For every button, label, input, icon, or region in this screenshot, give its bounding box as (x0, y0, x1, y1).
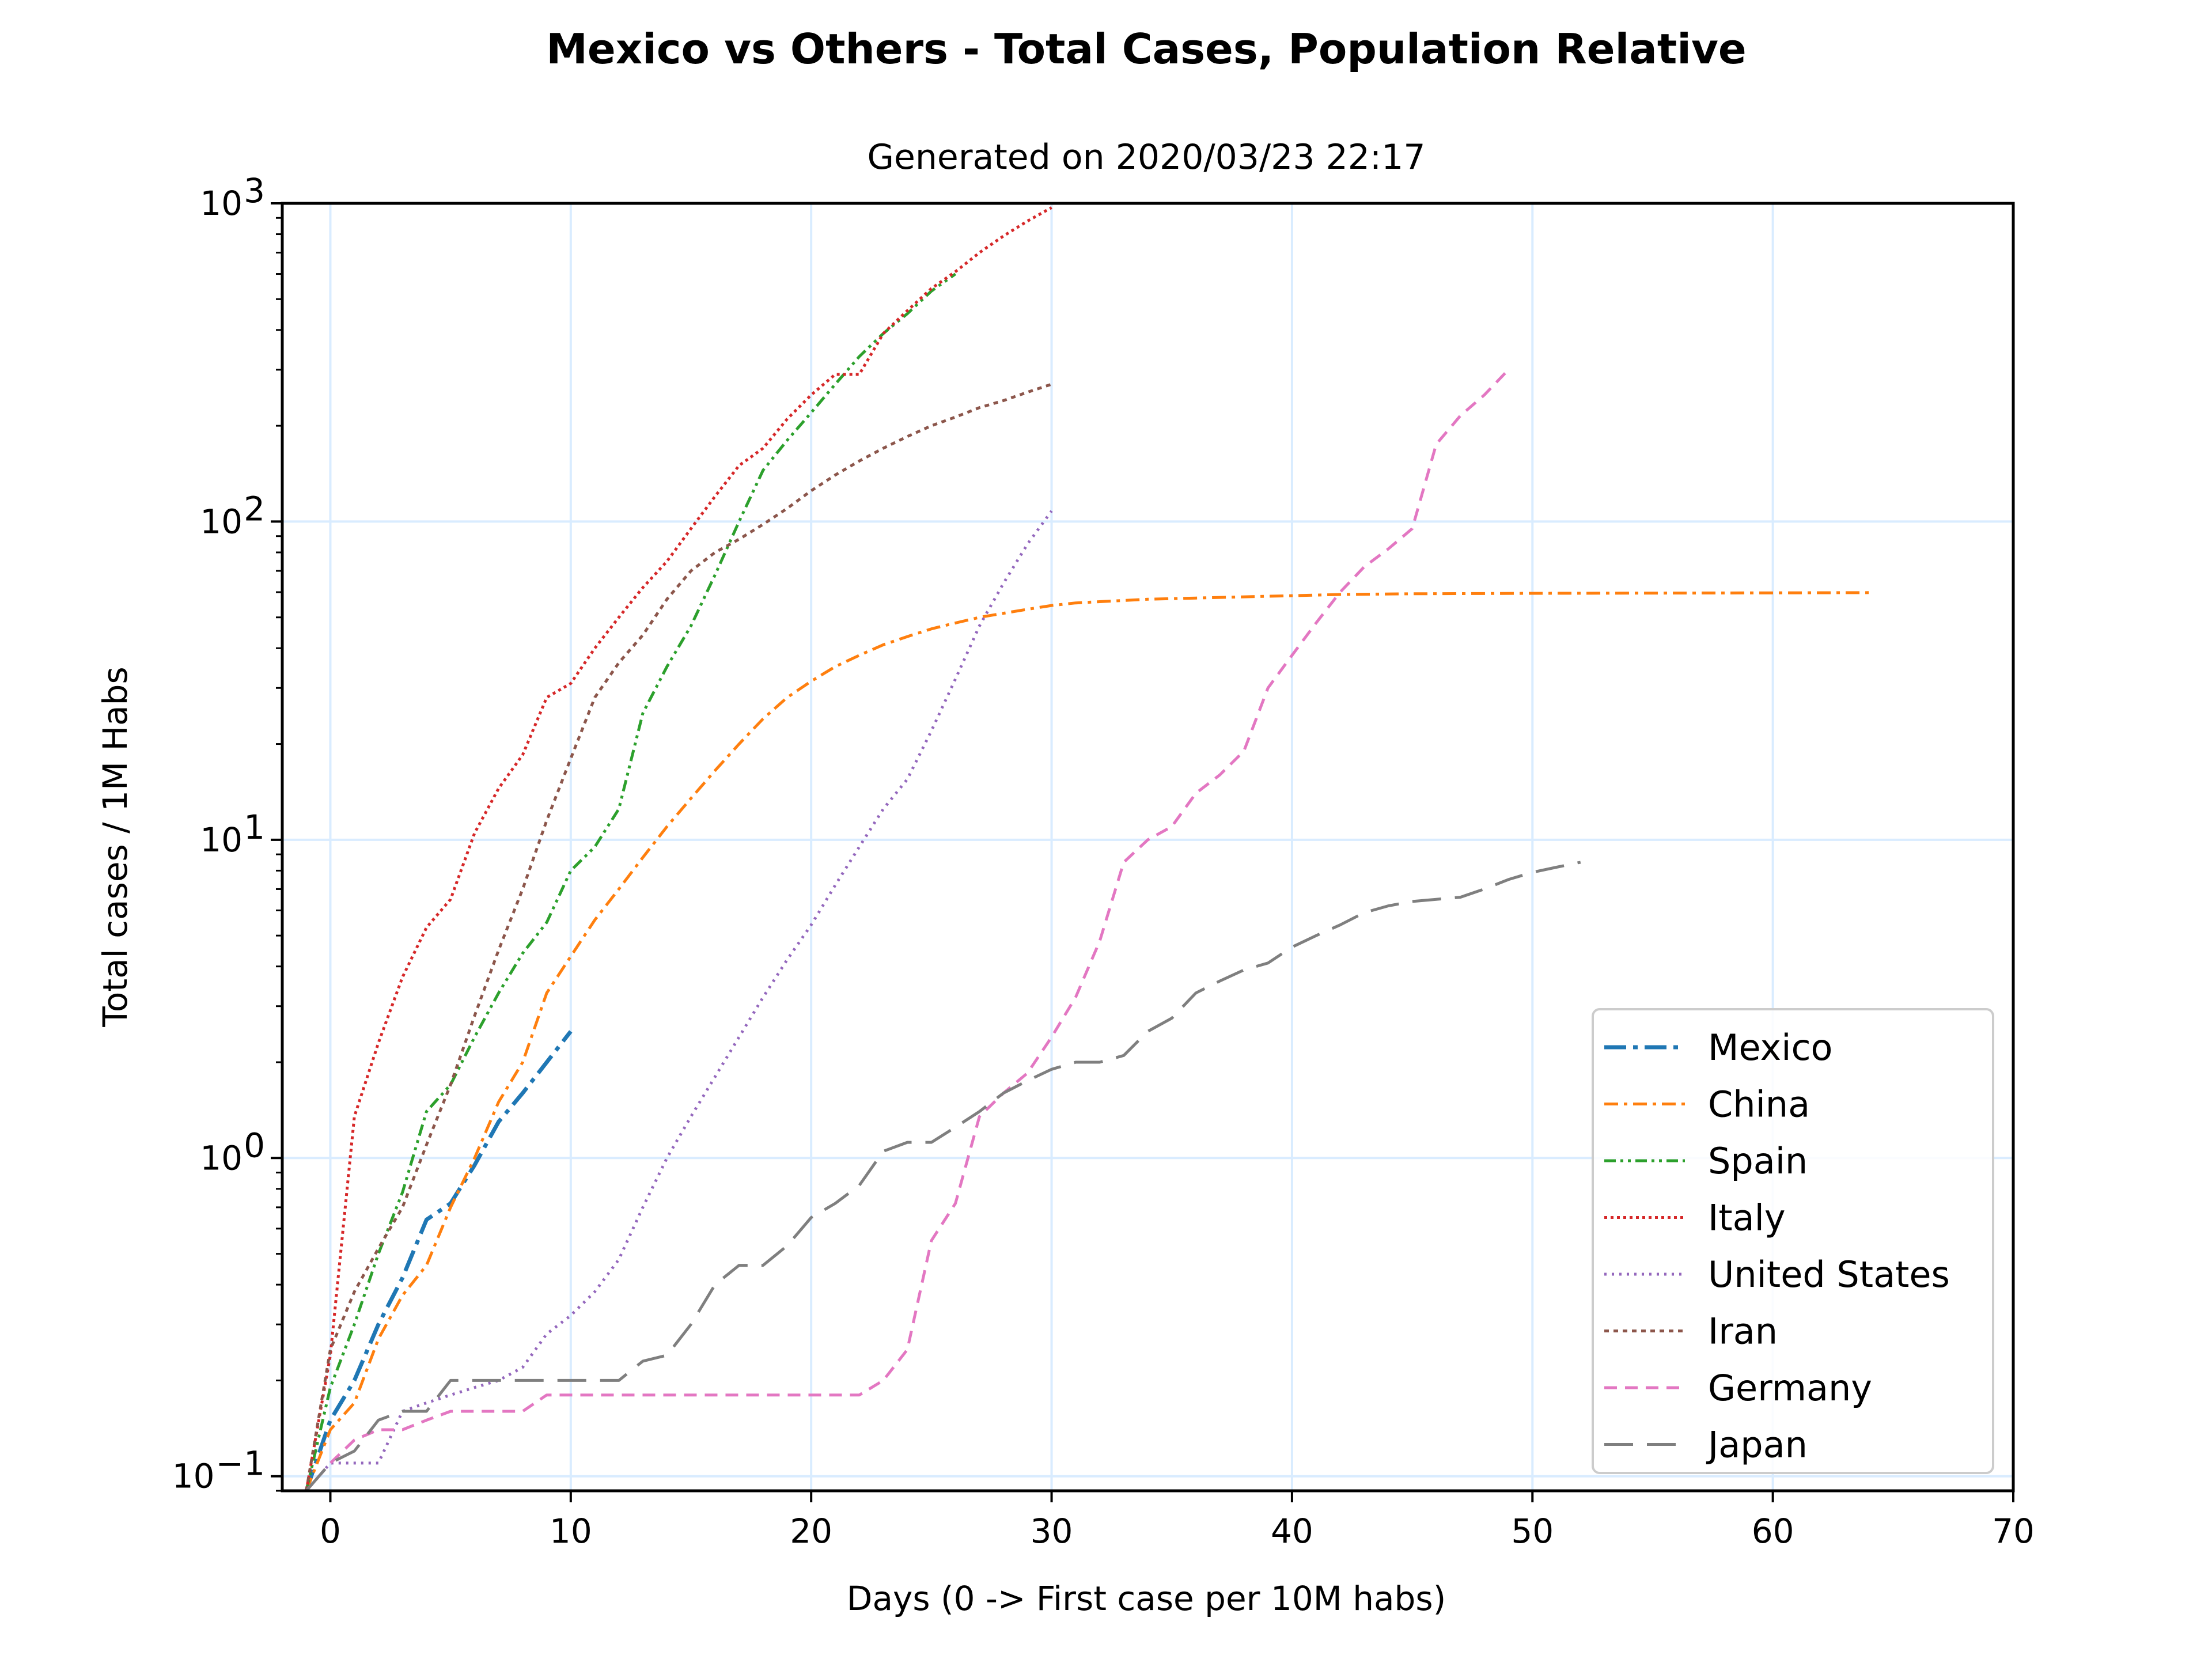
y-tick-base: 10 (200, 184, 243, 223)
y-tick-label: −110 (172, 1444, 265, 1496)
series-line-germany (301, 369, 1510, 1491)
legend-entry-mexico: Mexico (1604, 1027, 1833, 1069)
y-tick-label: 110 (200, 808, 265, 859)
x-tick-label: 30 (1031, 1512, 1073, 1551)
x-tick-label: 40 (1271, 1512, 1313, 1551)
y-tick-base: 10 (200, 1138, 243, 1177)
y-tick-base: 10 (172, 1457, 215, 1496)
y-tick-base: 10 (200, 502, 243, 541)
legend-label: Italy (1708, 1197, 1786, 1239)
y-tick-base: 10 (200, 820, 243, 859)
y-tick-exponent: 1 (244, 808, 265, 847)
x-tick-label: 20 (790, 1512, 832, 1551)
x-tick-label: 60 (1752, 1512, 1794, 1551)
y-tick-exponent: 2 (244, 489, 265, 528)
series-line-china (305, 591, 1869, 1491)
legend-entry-italy: Italy (1604, 1197, 1786, 1239)
legend-entry-spain: Spain (1604, 1140, 1808, 1182)
legend-entry-united-states: United States (1604, 1253, 1950, 1296)
legend-label: China (1708, 1084, 1810, 1126)
legend-label: United States (1708, 1253, 1950, 1296)
legend-label: Iran (1708, 1310, 1778, 1353)
x-tick-label: 50 (1511, 1512, 1554, 1551)
legend-label: Japan (1706, 1424, 1808, 1466)
y-tick-exponent: 0 (244, 1126, 265, 1165)
x-axis-label: Days (0 -> First case per 10M habs) (847, 1579, 1446, 1618)
series-line-iran (305, 382, 1052, 1491)
y-tick-exponent: 3 (244, 171, 265, 210)
legend-label: Germany (1708, 1367, 1872, 1409)
plot-area-frame (281, 202, 2015, 1493)
legend-label: Mexico (1708, 1027, 1833, 1069)
x-tick-label: 0 (320, 1512, 341, 1551)
series-line-mexico (304, 1030, 573, 1491)
legend-label: Spain (1708, 1140, 1808, 1182)
y-axis-label: Total cases / 1M Habs (96, 666, 135, 1027)
legend-entry-china: China (1604, 1084, 1810, 1126)
series-line-spain (305, 272, 957, 1491)
legend-entry-germany: Germany (1604, 1367, 1872, 1409)
y-tick-label: 210 (200, 489, 265, 541)
chart-title: Mexico vs Others - Total Cases, Populati… (546, 25, 1747, 73)
x-tick-label: 70 (1992, 1512, 2035, 1551)
series-line-japan (305, 861, 1581, 1491)
series-line-italy (305, 206, 1052, 1491)
y-tick-exponent: −1 (216, 1444, 266, 1483)
legend-entry-iran: Iran (1604, 1310, 1778, 1353)
x-tick-label: 10 (550, 1512, 592, 1551)
legend: Mexico China Spain Italy United States Iran Ge… (1592, 1008, 1994, 1474)
legend-entry-japan: Japan (1604, 1424, 1808, 1466)
y-tick-label: 310 (200, 171, 265, 223)
legend-frame (1592, 1008, 1994, 1474)
y-tick-label: 010 (200, 1126, 265, 1177)
series-lines (301, 206, 1869, 1491)
chart-subtitle: Generated on 2020/03/23 22:17 (868, 137, 1426, 177)
